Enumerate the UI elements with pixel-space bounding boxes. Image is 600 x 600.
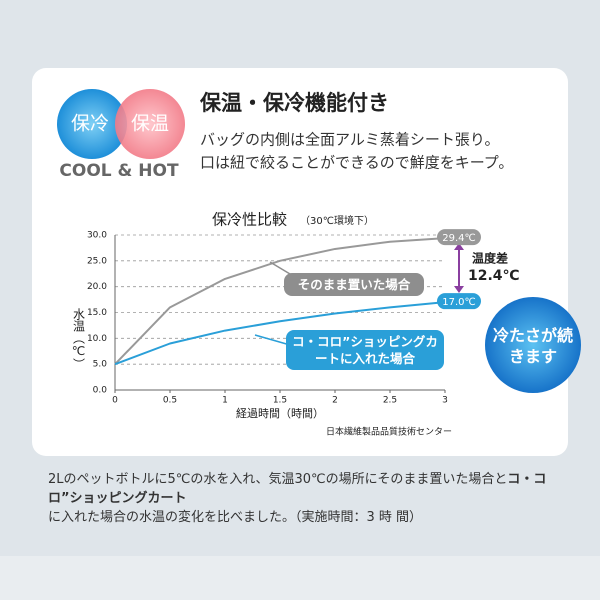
y-tick-label: 15.0	[87, 308, 107, 318]
pointer	[254, 334, 291, 346]
callout-circle	[485, 297, 581, 393]
callout: 冷たさが続きます	[492, 326, 573, 366]
chart-title: 保冷性比較	[212, 211, 287, 229]
badge-caption: COOL & HOT	[59, 161, 179, 181]
x-tick-label: 2.5	[383, 396, 397, 406]
y-tick-label: 5.0	[93, 360, 108, 370]
bottom-band	[0, 556, 600, 600]
y-tick-label: 30.0	[87, 231, 107, 241]
footer-text: に入れた場合の水温の変化を比べました。（実施時間：3 時 間）	[48, 510, 423, 525]
x-tick-label: 2	[332, 396, 338, 406]
diff-value: 12.4℃	[468, 268, 520, 284]
x-tick-label: 0	[112, 396, 118, 406]
y-tick-label: 25.0	[87, 256, 107, 266]
x-tick-label: 1	[222, 396, 228, 406]
cool-circle	[57, 89, 127, 159]
cool-label: 保冷	[71, 113, 109, 135]
value-label: 29.4℃	[442, 233, 476, 244]
x-tick-label: 1.5	[273, 396, 287, 406]
chart-subtitle: （30℃環境下）	[300, 214, 374, 227]
y-tick-label: 20.0	[87, 282, 107, 292]
desc-line: バッグの内側は全面アルミ蒸着シート張り。	[200, 131, 500, 149]
hot-label: 保温	[131, 113, 169, 135]
diff-label: 温度差	[472, 251, 508, 266]
source: 日本繊維製品品質技術センター	[326, 426, 452, 438]
y-tick-label: 0.0	[93, 386, 108, 396]
y-tick-label: 10.0	[87, 334, 107, 344]
legend-entry: そのまま置いた場合	[284, 273, 424, 296]
footer-text: 2Lのペットボトルに5℃の水を入れ、気温30℃の場所にそのまま置いた場合と	[48, 472, 508, 487]
series-line	[114, 301, 446, 366]
value-label: 17.0℃	[442, 297, 476, 308]
value-label-bg	[437, 293, 481, 310]
x-axis-label: 経過時間（時間）	[236, 407, 324, 420]
hot-circle	[115, 89, 185, 159]
footer-product: コ・コロ”ショッピングカート	[48, 472, 547, 506]
x-tick-label: 0.5	[163, 396, 177, 406]
y-axis-label: 水温（℃）	[72, 308, 86, 370]
legend-entry: コ・コロ”ショッピングカートに入れた場合	[286, 330, 444, 370]
x-tick-label: 3	[442, 396, 448, 406]
title: 保温・保冷機能付き	[199, 91, 389, 115]
series-line	[114, 237, 446, 365]
value-label-bg	[437, 229, 481, 246]
footer: 2Lのペットボトルに5℃の水を入れ、気温30℃の場所にそのまま置いた場合とコ・コ…	[48, 470, 558, 527]
desc-line: 口は紐で絞ることができるので鮮度をキープ。	[200, 154, 513, 172]
